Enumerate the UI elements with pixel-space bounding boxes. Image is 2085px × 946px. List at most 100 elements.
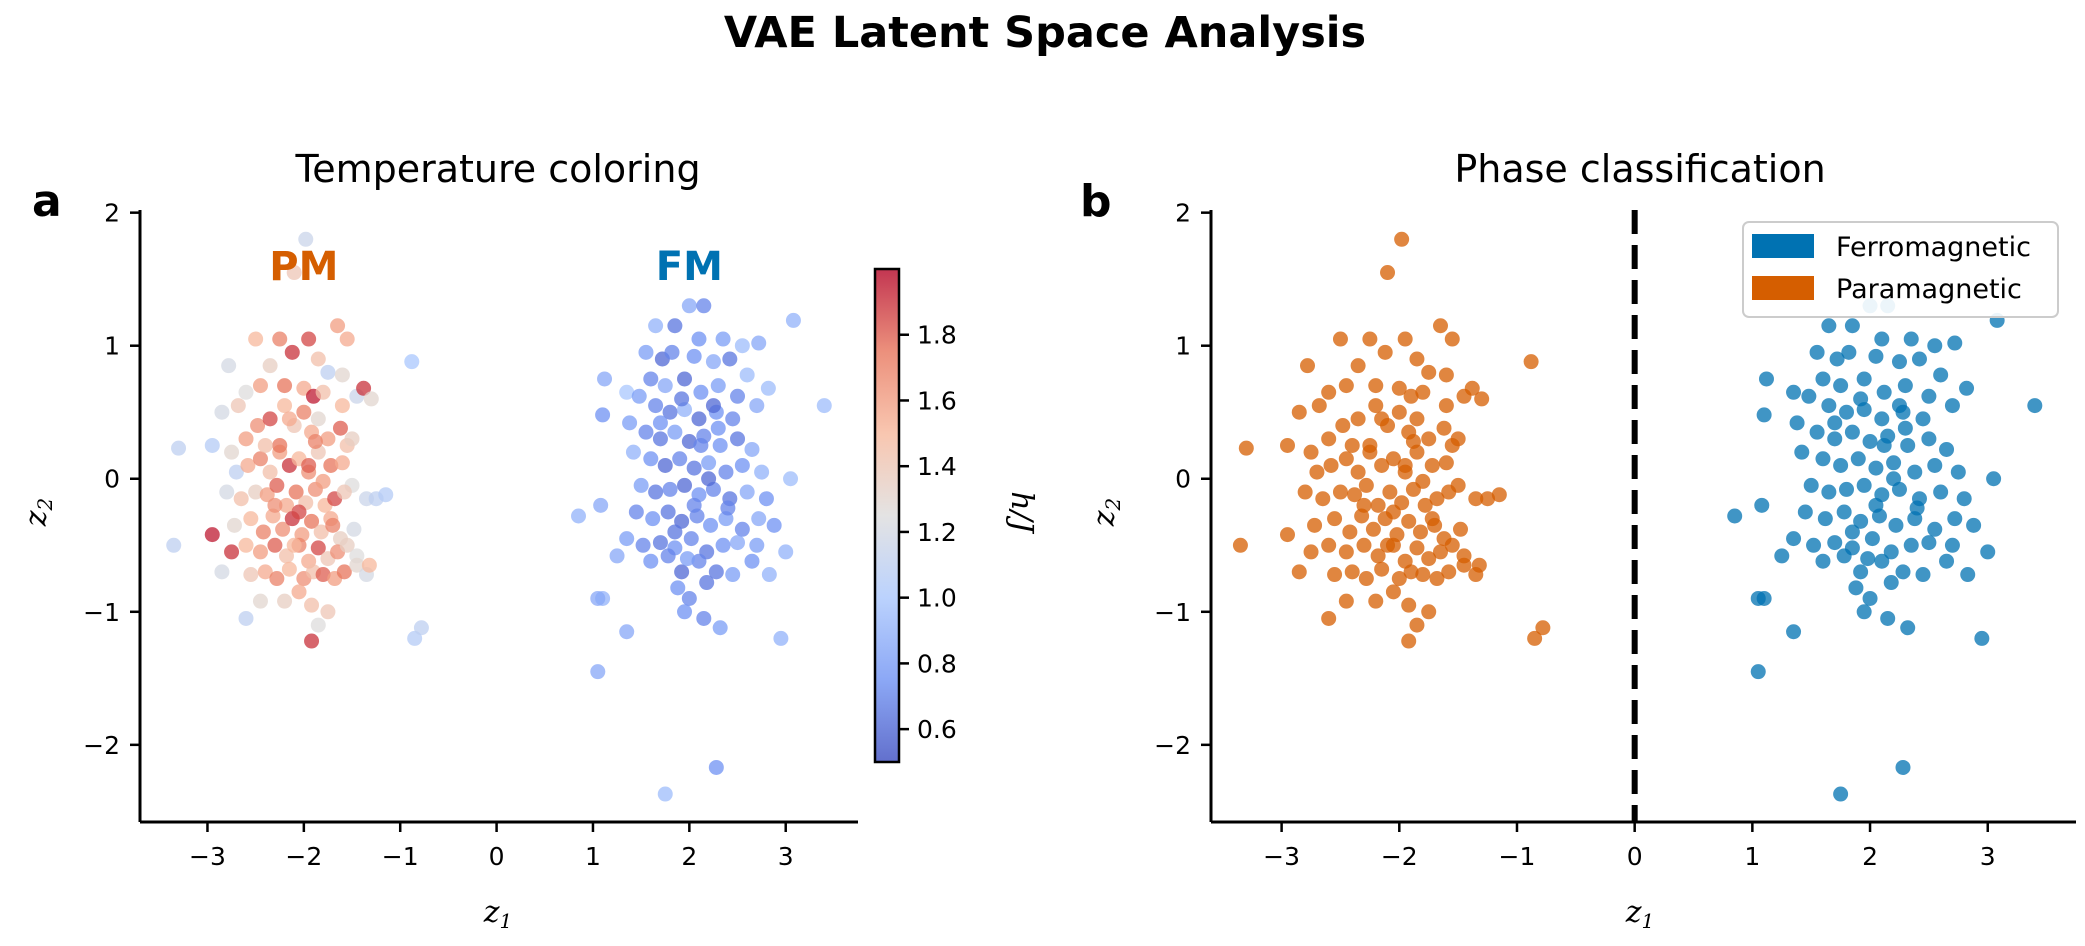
point-ferromagnetic [1903, 331, 1919, 347]
point-paramagnetic [1321, 384, 1337, 400]
point-ferromagnetic [1933, 484, 1949, 500]
point-paramagnetic [1385, 584, 1401, 600]
point [310, 351, 326, 367]
panel-b-axes: −3 −2 −1 0 1 2 3 −2 −1 0 1 2 [1154, 199, 2076, 871]
panel-a-xtick-label: 2 [681, 842, 697, 871]
point [336, 484, 352, 500]
panel-a-label: a [32, 176, 62, 227]
point [356, 380, 372, 396]
point-paramagnetic [1291, 404, 1307, 420]
point-paramagnetic [1335, 418, 1351, 434]
point [363, 391, 379, 407]
point-ferromagnetic [1900, 620, 1916, 636]
point-ferromagnetic [1903, 537, 1919, 553]
point [785, 312, 801, 328]
point-paramagnetic [1409, 411, 1425, 427]
panel-b-ylabel: z2 [1087, 498, 1125, 528]
point [754, 464, 770, 480]
point [667, 318, 683, 334]
figure-title: VAE Latent Space Analysis [724, 8, 1366, 58]
panel-b-ytick-label: −1 [1154, 598, 1191, 627]
panel-a-xtick-label: −2 [285, 842, 322, 871]
legend-swatch-ferromagnetic [1752, 234, 1814, 258]
point-paramagnetic [1403, 564, 1419, 580]
point [339, 331, 355, 347]
point [677, 477, 693, 493]
point-paramagnetic [1380, 265, 1396, 281]
point [783, 471, 799, 487]
point-ferromagnetic [1927, 338, 1943, 354]
point-ferromagnetic [1891, 398, 1907, 414]
point-paramagnetic [1427, 517, 1443, 533]
point-paramagnetic [1362, 331, 1378, 347]
point [224, 544, 240, 560]
point [171, 440, 187, 456]
panel-b-xtick-label: 1 [1744, 842, 1760, 871]
point [648, 484, 664, 500]
colorbar-tick-label: 1.0 [917, 584, 957, 613]
point-ferromagnetic [1974, 630, 1990, 646]
panel-b-ytick-label: 0 [1175, 465, 1191, 494]
point-paramagnetic [1338, 544, 1354, 560]
point [230, 398, 246, 414]
point [679, 551, 695, 567]
point [734, 521, 750, 537]
point [667, 424, 683, 440]
point-paramagnetic [1452, 521, 1468, 537]
point-ferromagnetic [1803, 477, 1819, 493]
point [667, 524, 683, 540]
panel-b-xtick-label: −1 [1499, 842, 1536, 871]
point [677, 604, 693, 620]
point [701, 455, 717, 471]
colorbar-gradient [873, 267, 901, 764]
point-paramagnetic [1377, 344, 1393, 360]
point-paramagnetic [1441, 564, 1457, 580]
point [344, 431, 360, 447]
point-ferromagnetic [1947, 335, 1963, 351]
point [619, 624, 635, 640]
point-ferromagnetic [1829, 351, 1845, 367]
point [730, 431, 746, 447]
point-ferromagnetic [1886, 471, 1902, 487]
point [638, 344, 654, 360]
panel-a-title: Temperature coloring [294, 147, 700, 191]
point [705, 398, 721, 414]
point [334, 455, 350, 471]
point [730, 535, 746, 551]
point-paramagnetic [1374, 411, 1390, 427]
point-paramagnetic [1415, 473, 1431, 489]
point-paramagnetic [1429, 491, 1445, 507]
point [652, 431, 668, 447]
point-paramagnetic [1232, 537, 1248, 553]
point-paramagnetic [1397, 457, 1413, 473]
point-ferromagnetic [1915, 411, 1931, 427]
point [257, 564, 273, 580]
point-paramagnetic [1321, 537, 1337, 553]
legend-frame [1742, 221, 2059, 318]
point [657, 378, 673, 394]
point-paramagnetic [1350, 411, 1366, 427]
point [334, 367, 350, 383]
point [734, 338, 750, 354]
point [221, 358, 237, 374]
point [233, 491, 249, 507]
point-paramagnetic [1523, 354, 1539, 370]
point [269, 477, 285, 493]
point-paramagnetic [1344, 437, 1360, 453]
point-ferromagnetic [1927, 457, 1943, 473]
point-paramagnetic [1464, 380, 1480, 396]
point [339, 537, 355, 553]
point-ferromagnetic [1836, 548, 1852, 564]
point [816, 398, 832, 414]
point-ferromagnetic [2027, 398, 2043, 414]
panel-b-points [1232, 231, 2043, 802]
point [590, 664, 606, 680]
point [224, 444, 240, 460]
point-ferromagnetic [1786, 624, 1802, 640]
point [281, 411, 297, 427]
point-ferromagnetic [1888, 517, 1904, 533]
point-paramagnetic [1391, 404, 1407, 420]
point-ferromagnetic [1856, 477, 1872, 493]
point-ferromagnetic [1815, 451, 1831, 467]
